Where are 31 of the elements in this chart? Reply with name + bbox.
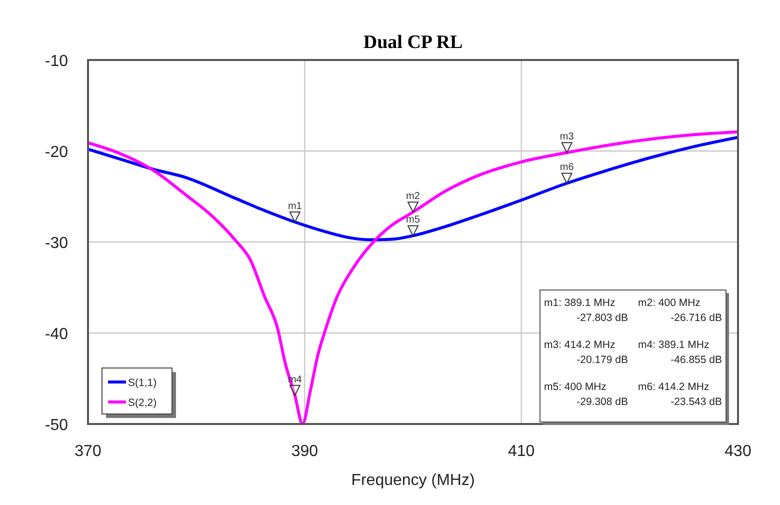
annotation: m3: 414.2 MHz [544, 339, 616, 351]
annotation: m6 [560, 162, 574, 174]
annotation: -27.803 dB [576, 312, 628, 324]
x-axis-title: Frequency (MHz) [351, 472, 475, 489]
annotation: m4: 389.1 MHz [638, 339, 710, 351]
y-tick-label: -50 [44, 417, 68, 434]
x-tick-label: 430 [724, 443, 752, 460]
y-tick-label: -40 [44, 326, 68, 343]
y-tick-label: -30 [44, 235, 68, 252]
legend-label: S(1,1) [128, 377, 157, 389]
y-tick-label: -20 [44, 144, 68, 161]
annotation: m6: 414.2 MHz [638, 381, 710, 393]
y-tick-label: -10 [44, 53, 68, 70]
annotation: -23.543 dB [670, 396, 722, 408]
chart-title: Dual CP RL [363, 32, 463, 53]
legend-label: S(2,2) [128, 397, 157, 409]
annotation: m3 [560, 132, 574, 143]
annotation: -26.716 dB [670, 312, 722, 324]
annotation: -29.308 dB [576, 396, 628, 408]
annotation: -46.855 dB [670, 354, 722, 366]
annotation: m2: 400 MHz [638, 297, 700, 309]
annotation: m1 [288, 201, 302, 212]
x-tick-label: 410 [508, 443, 535, 460]
annotation: m5: 400 MHz [544, 381, 606, 393]
x-tick-label: 390 [291, 443, 318, 460]
annotation: m1: 389.1 MHz [544, 297, 616, 309]
annotation: -20.179 dB [576, 354, 628, 366]
annotation: m2 [406, 191, 420, 202]
annotation: m5 [406, 214, 420, 226]
line-series [88, 130, 738, 424]
x-tick-label: 370 [74, 443, 102, 460]
